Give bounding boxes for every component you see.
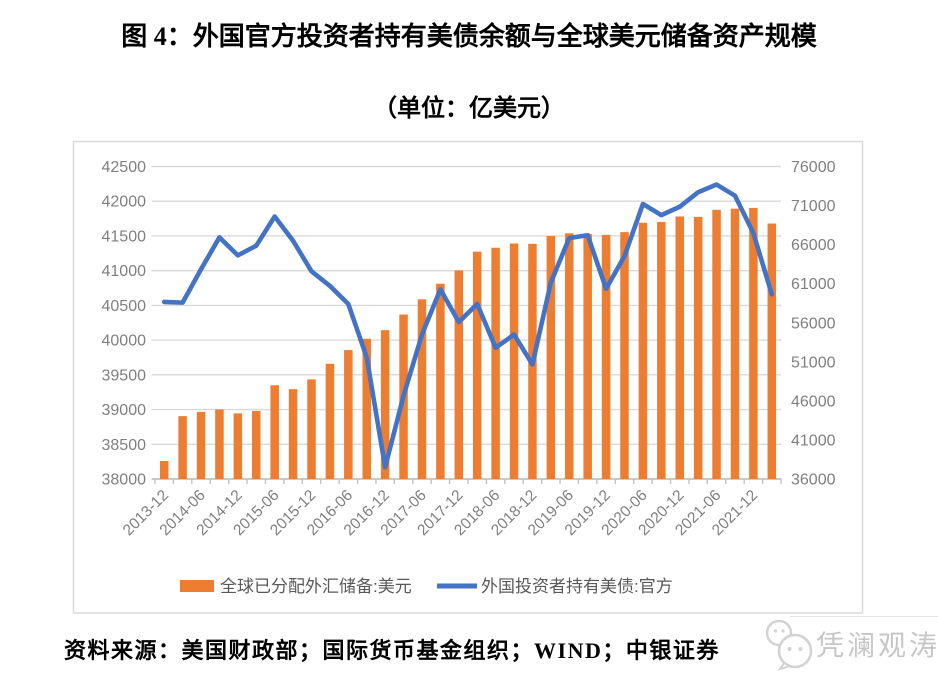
chat-bubbles-logo-icon [765,619,813,671]
reserve-bar [749,207,758,479]
reserve-bar [454,270,464,479]
reserve-bar [196,411,206,479]
right-axis-tick-label: 41000 [791,432,836,449]
right-axis-tick-label: 61000 [791,276,836,293]
right-axis-tick-label: 36000 [791,472,836,489]
chart-frame [72,140,864,614]
chart-unit-subtitle: （单位：亿美元） [373,96,565,122]
reserve-bar [362,338,371,479]
reserve-bar [675,216,684,479]
reserve-bar [436,283,445,479]
reserve-bar [178,416,187,479]
reserve-bar [601,234,611,479]
reserve-bar [159,461,169,479]
left-axis-tick-label: 38000 [102,472,147,489]
reserve-bar [693,216,703,479]
left-axis-tick-label: 41500 [102,228,147,245]
reserve-bar [565,233,574,479]
reserve-bar [270,385,279,479]
watermark: 凭澜观涛 [764,615,938,673]
right-axis-tick-label: 46000 [791,393,836,410]
reserve-bar [252,411,261,479]
reserve-bar [509,243,519,479]
watermark-text: 凭澜观涛 [816,630,938,661]
treasury-holdings-line [161,182,775,470]
right-axis-tick-label: 56000 [791,315,836,332]
left-axis-tick-label: 42000 [102,194,147,211]
reserve-bar [472,251,482,479]
reserve-bar [491,247,500,479]
left-axis-tick-label: 41000 [102,263,147,280]
reserve-bar [767,223,777,479]
right-axis-tick-label: 76000 [791,159,836,176]
reserve-bar [307,379,316,479]
reserve-bar [712,209,721,479]
legend-line-label: 外国投资者持有美债:官方 [481,577,673,596]
left-axis-tick-label: 42500 [102,159,147,176]
chart-title: 图 4：外国官方投资者持有美债余额与全球美元储备资产规模 [121,22,817,51]
plot-area: 42500 42000 41500 41000 40500 40000 39500 39000… [102,159,836,539]
watermark-divider [790,616,938,617]
reserve-bar [638,222,648,479]
left-axis-tick-label: 40500 [102,298,147,315]
reserve-bar [380,330,390,479]
reserve-bar [657,221,666,479]
source-note: 资料来源：美国财政部；国际货币基金组织；WIND；中银证券 [64,638,720,663]
left-axis-tick-label: 39500 [102,367,147,384]
reserve-bar [583,234,592,479]
left-axis-tick-label: 38500 [102,437,147,454]
reserve-bar [730,208,740,479]
reserve-bar [233,413,243,479]
legend: 全球已分配外汇储备:美元 外国投资者持有美债:官方 [180,577,673,596]
left-axis-tick-label: 39000 [102,402,147,419]
reserve-bar [288,389,298,479]
right-axis-tick-label: 71000 [791,198,836,215]
right-axis-tick-label: 51000 [791,354,836,371]
reserve-bar [620,232,629,479]
left-axis-tick-label: 40000 [102,333,147,350]
reserve-bar [215,409,224,479]
reserve-bar [546,236,556,479]
legend-bar-label: 全球已分配外汇储备:美元 [220,577,412,596]
legend-bar-swatch [180,580,214,592]
reserve-bar [417,299,427,479]
right-axis-tick-label: 66000 [791,237,836,254]
reserve-bar [325,363,335,479]
reserve-bar [344,350,353,479]
